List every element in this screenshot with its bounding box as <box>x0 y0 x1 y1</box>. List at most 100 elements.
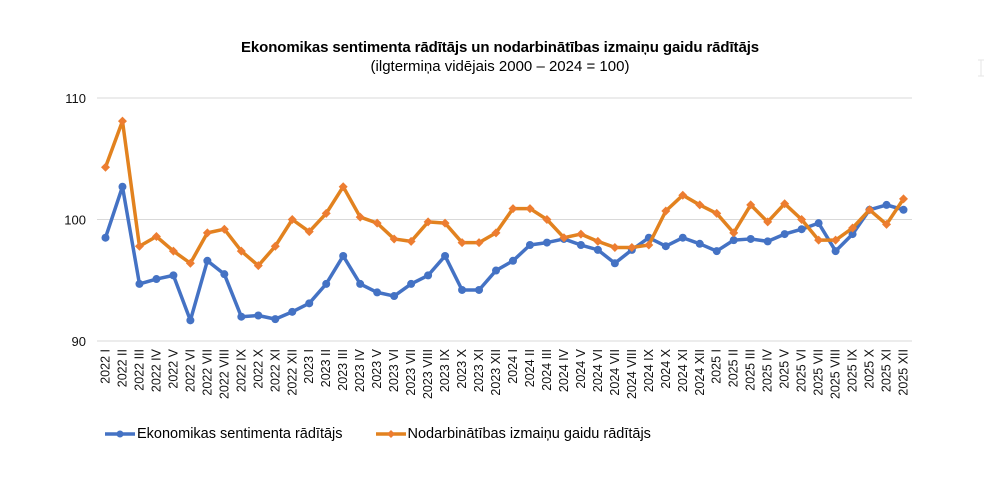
data-point <box>899 194 909 204</box>
series-employment <box>100 116 909 271</box>
data-point <box>390 292 399 301</box>
x-tick-label: 2024 I <box>506 349 520 384</box>
data-point <box>746 234 755 243</box>
data-point <box>101 233 110 242</box>
data-point <box>712 208 722 218</box>
x-tick-label: 2022 X <box>251 348 265 388</box>
data-point <box>474 238 484 248</box>
x-tick-label: 2024 XII <box>693 349 707 396</box>
x-tick-label: 2023 X <box>455 348 469 388</box>
data-point <box>338 182 348 192</box>
x-tick-label: 2024 VI <box>591 349 605 392</box>
data-point <box>441 251 450 260</box>
data-point <box>186 316 195 325</box>
data-point <box>287 215 297 224</box>
data-point <box>797 215 807 224</box>
data-point <box>220 270 229 279</box>
data-point <box>424 271 433 280</box>
x-tick-label: 2025 VI <box>795 349 809 392</box>
data-point <box>814 235 824 245</box>
legend-swatch-employment <box>375 430 406 438</box>
data-point <box>661 206 671 216</box>
data-point <box>389 234 399 244</box>
data-point <box>678 190 688 200</box>
data-point <box>339 251 348 260</box>
chart-title: Ekonomikas sentimenta rādītājs un nodarb… <box>240 39 760 56</box>
data-point <box>203 256 212 265</box>
data-point <box>644 240 654 250</box>
data-point <box>322 279 331 288</box>
x-axis: 2022 I 2022 II 2022 III 2022 IV 2022 V 2022 V… <box>98 348 910 399</box>
data-point <box>525 204 535 214</box>
data-point <box>321 208 331 218</box>
x-tick-label: 2022 XII <box>285 349 299 396</box>
data-point <box>780 230 789 239</box>
data-point <box>254 311 263 320</box>
data-point <box>576 229 586 239</box>
x-tick-label: 2025 II <box>727 349 741 387</box>
data-point <box>118 182 127 191</box>
x-tick-label: 2025 VII <box>812 349 826 396</box>
x-tick-label: 2025 I <box>710 349 724 384</box>
data-point <box>542 238 551 247</box>
data-point <box>831 247 840 256</box>
data-point <box>508 204 518 214</box>
data-point <box>848 230 857 239</box>
x-tick-label: 2024 II <box>523 349 537 387</box>
data-point <box>831 235 841 245</box>
data-point <box>168 246 178 256</box>
data-point <box>899 205 908 214</box>
data-point <box>525 241 534 250</box>
data-point <box>542 215 552 224</box>
data-point <box>372 218 382 228</box>
data-point <box>475 285 484 294</box>
x-tick-label: 2023 I <box>302 349 316 384</box>
y-tick-label: 90 <box>72 334 86 349</box>
legend-swatch-sentiment <box>105 430 135 438</box>
x-tick-label: 2024 X <box>659 348 673 388</box>
data-point <box>440 218 450 228</box>
x-tick-label: 2022 VII <box>200 349 214 396</box>
data-point <box>373 288 382 297</box>
data-point <box>763 217 773 227</box>
series-layer <box>100 116 909 325</box>
data-point <box>508 256 517 265</box>
y-axis: 90 100 110 <box>64 91 86 349</box>
data-point <box>661 242 670 251</box>
data-point <box>746 200 756 210</box>
x-tick-label: 2023 VII <box>404 349 418 396</box>
data-point <box>729 228 739 238</box>
x-tick-label: 2022 I <box>98 349 112 384</box>
data-point <box>559 233 569 243</box>
x-tick-label: 2023 XI <box>472 349 486 392</box>
data-point <box>814 219 823 228</box>
x-tick-label: 2023 II <box>319 349 333 387</box>
x-tick-label: 2023 VIII <box>421 349 435 399</box>
x-tick-label: 2022 II <box>115 349 129 387</box>
data-point <box>848 223 858 233</box>
x-tick-label: 2025 III <box>744 349 758 391</box>
x-tick-label: 2023 XII <box>489 349 503 396</box>
x-tick-label: 2022 III <box>132 349 146 391</box>
data-point <box>219 224 229 234</box>
data-point <box>152 275 161 284</box>
x-tick-label: 2022 IX <box>234 348 248 392</box>
data-point <box>780 199 790 209</box>
data-point <box>151 232 161 242</box>
x-tick-label: 2022 IV <box>149 348 163 392</box>
x-tick-label: 2024 III <box>540 349 554 391</box>
text-cursor-icon <box>978 59 984 77</box>
data-point <box>695 239 704 248</box>
data-point <box>729 236 738 245</box>
x-tick-label: 2025 XI <box>880 349 894 392</box>
data-point <box>882 219 892 229</box>
x-tick-label: 2025 X <box>863 348 877 388</box>
data-point <box>304 227 314 237</box>
series-line <box>103 119 906 268</box>
data-point <box>236 246 246 256</box>
data-point <box>610 242 620 252</box>
data-point <box>288 307 297 316</box>
y-tick-label: 110 <box>65 91 86 106</box>
x-tick-label: 2022 VIII <box>217 349 231 399</box>
data-point <box>763 237 772 246</box>
